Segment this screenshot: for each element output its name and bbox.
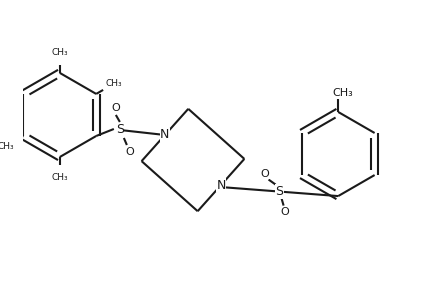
- Text: CH₃: CH₃: [51, 48, 68, 57]
- Text: S: S: [116, 124, 124, 137]
- Text: O: O: [260, 168, 269, 179]
- Text: N: N: [160, 128, 170, 141]
- Text: N: N: [216, 179, 226, 192]
- Text: CH₃: CH₃: [0, 141, 14, 151]
- Text: CH₃: CH₃: [105, 79, 122, 88]
- Text: O: O: [280, 206, 289, 217]
- Text: S: S: [276, 185, 284, 198]
- Text: CH₃: CH₃: [333, 88, 354, 98]
- Text: CH₃: CH₃: [51, 173, 68, 181]
- Text: O: O: [126, 147, 134, 157]
- Text: O: O: [112, 103, 120, 113]
